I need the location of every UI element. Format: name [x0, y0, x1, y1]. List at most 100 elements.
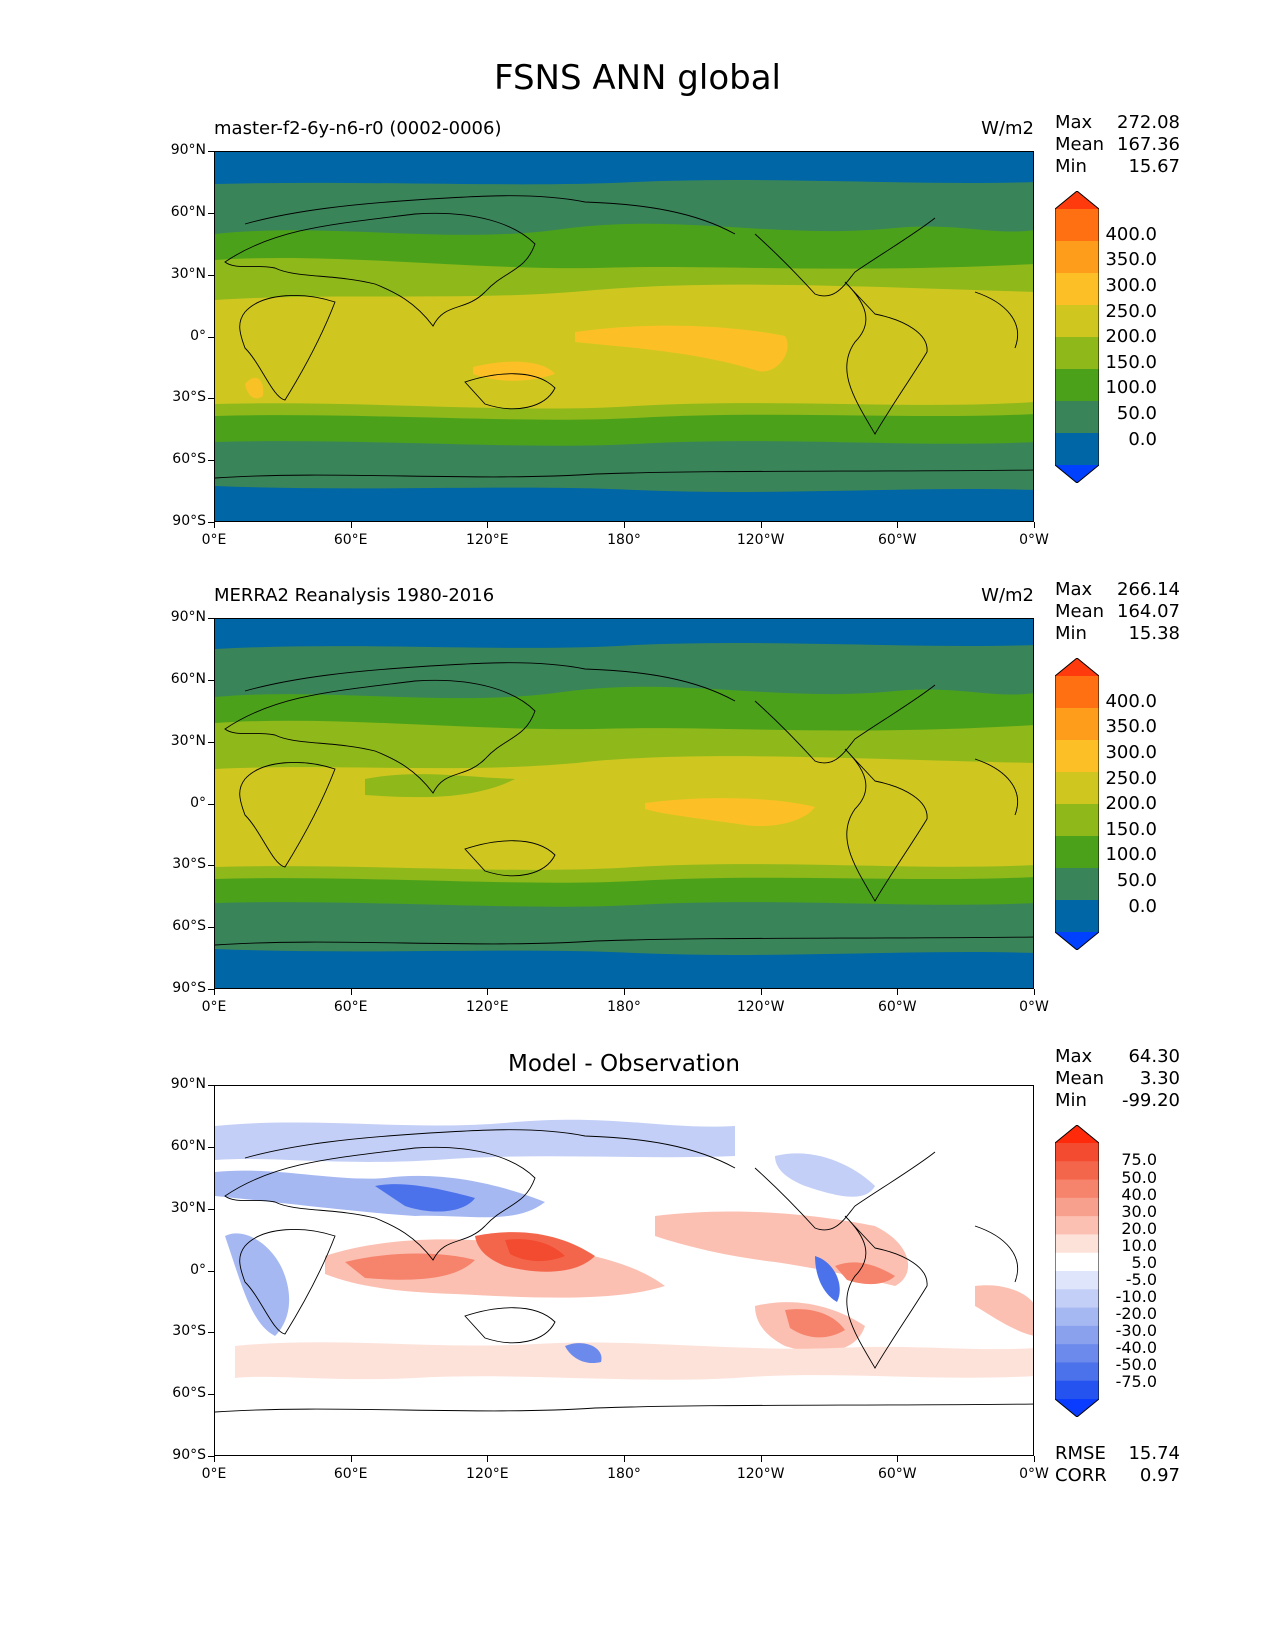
colorbar-tick-label: 10.0 [1121, 1235, 1157, 1255]
panel-observation: MERRA2 Reanalysis 1980-2016 W/m2 Max 266.… [0, 467, 1275, 1015]
map-plot [214, 618, 1034, 989]
colorbar: 400.0 350.0 300.0 250.0 200.0 150.0 100.0 50.0 0… [1054, 190, 1157, 487]
x-tick-mark [214, 989, 215, 995]
panel-title: Model - Observation [507, 1051, 741, 1077]
stats-box: Max 272.08 Mean 167.36 Min 15.67 [1055, 112, 1180, 178]
colorbar-segment [1055, 1344, 1099, 1363]
x-tick-label: 120°E [466, 532, 509, 548]
y-tick-label: 90°N [170, 609, 206, 625]
colorbar-extend-top [1055, 1125, 1099, 1143]
colorbar-tick-label: 150.0 [1105, 351, 1157, 373]
x-tick-label: 0°W [1019, 999, 1049, 1015]
colorbar-tick-label: 40.0 [1121, 1184, 1157, 1204]
y-tick-mark [208, 803, 214, 805]
y-tick-label: 0° [190, 794, 206, 811]
x-tick-label: 0°E [201, 999, 227, 1015]
x-tick-label: 180° [607, 532, 641, 548]
x-tick-mark [760, 1456, 762, 1462]
colorbar-tick-label: 5.0 [1131, 1252, 1157, 1272]
colorbar-tick-label: 300.0 [1105, 742, 1157, 763]
x-tick-mark [350, 1456, 352, 1462]
x-tick-mark [214, 1456, 215, 1462]
y-tick-mark [208, 989, 214, 990]
colorbar-segment [1055, 401, 1099, 434]
colorbar-tick-label: 150.0 [1105, 818, 1157, 840]
colorbar-segment [1055, 1307, 1099, 1327]
y-tick-mark [208, 1146, 214, 1148]
y-tick-label: 30°N [170, 732, 206, 749]
colorbar-tick-label: 300.0 [1105, 275, 1157, 296]
x-tick-mark [624, 522, 625, 528]
colorbar-tick-label: 350.0 [1105, 249, 1157, 271]
y-tick-mark [208, 151, 214, 152]
map-field [215, 152, 1033, 521]
colorbar-tick-label: -50.0 [1115, 1355, 1157, 1375]
colorbar-tick-label: 250.0 [1105, 767, 1157, 789]
y-tick-mark [208, 741, 214, 743]
y-tick-mark [208, 212, 214, 214]
x-tick-mark [624, 1456, 625, 1462]
max-value: 272.08 [1117, 112, 1180, 133]
x-tick-label: 120°W [736, 1466, 785, 1482]
x-tick-mark [760, 522, 762, 528]
x-tick-label: 0°W [1019, 532, 1049, 548]
y-tick-label: 60°S [172, 1385, 206, 1402]
panel-difference: Model - Observation Max 64.30 Mean 3.30 Mi… [0, 934, 1275, 1486]
mean-value: 167.36 [1117, 134, 1180, 155]
x-tick-mark [897, 989, 899, 995]
units-label: W/m2 [981, 585, 1034, 606]
x-tick-label: 120°E [466, 1466, 509, 1482]
stats-box: Max 64.30 Mean 3.30 Min -99.20 [1055, 1046, 1180, 1112]
min-label: Min [1055, 156, 1087, 177]
x-tick-label: 60°E [333, 1466, 368, 1482]
mean-label: Mean [1055, 134, 1105, 155]
colorbar-extend-top [1055, 658, 1099, 676]
y-tick-label: 90°S [172, 1447, 206, 1463]
x-tick-label: 0°E [201, 1466, 227, 1482]
colorbar-segment [1055, 1216, 1099, 1235]
y-tick-label: 0° [190, 327, 206, 344]
panel-title: master-f2-6y-n6-r0 (0002-0006) [214, 118, 502, 139]
colorbar-segment [1055, 433, 1099, 466]
y-tick-label: 0° [190, 1261, 206, 1278]
y-tick-mark [208, 274, 214, 276]
y-tick-mark [208, 865, 214, 867]
colorbar-tick-label: 50.0 [1116, 870, 1157, 891]
y-tick-mark [208, 522, 214, 523]
mean-value: 164.07 [1117, 601, 1180, 622]
y-tick-mark [208, 618, 214, 619]
max-value: 266.14 [1117, 579, 1180, 600]
y-tick-mark [208, 398, 214, 400]
y-tick-label: 30°S [172, 856, 206, 873]
y-tick-label: 60°N [170, 670, 206, 687]
colorbar-segment [1055, 804, 1099, 837]
colorbar-extend-bottom [1055, 932, 1099, 950]
x-tick-label: 120°W [736, 532, 785, 548]
x-tick-label: 0°E [201, 532, 227, 548]
colorbar-segment [1055, 273, 1099, 306]
y-tick-mark [208, 460, 214, 462]
colorbar-graphic [1054, 1124, 1100, 1418]
corr-value: 0.97 [1139, 1465, 1180, 1486]
colorbar-tick-label: 30.0 [1121, 1201, 1157, 1221]
colorbar-tick-label: 20.0 [1121, 1218, 1157, 1238]
colorbar-segment [1055, 772, 1099, 805]
y-tick-label: 60°N [170, 203, 206, 220]
y-tick-mark [208, 1208, 214, 1210]
panel-model: master-f2-6y-n6-r0 (0002-0006) W/m2 Max 2… [0, 0, 1275, 548]
x-tick-label: 60°W [877, 1466, 917, 1482]
figure-title: FSNS ANN global [494, 58, 781, 98]
x-tick-label: 120°W [736, 999, 785, 1015]
mean-label: Mean [1055, 1068, 1105, 1089]
max-label: Max [1055, 1046, 1093, 1067]
y-tick-label: 30°S [172, 1323, 206, 1340]
colorbar-segment [1055, 708, 1099, 741]
max-label: Max [1055, 112, 1093, 133]
colorbar: 400.0 350.0 300.0 250.0 200.0 150.0 100.0 50.0 0… [1054, 657, 1157, 954]
x-tick-label: 120°E [466, 999, 509, 1015]
colorbar-segment [1055, 1143, 1099, 1162]
colorbar-segment [1055, 1380, 1099, 1400]
x-tick-label: 180° [607, 999, 641, 1015]
y-tick-label: 60°S [172, 918, 206, 935]
y-tick-mark [208, 1270, 214, 1272]
